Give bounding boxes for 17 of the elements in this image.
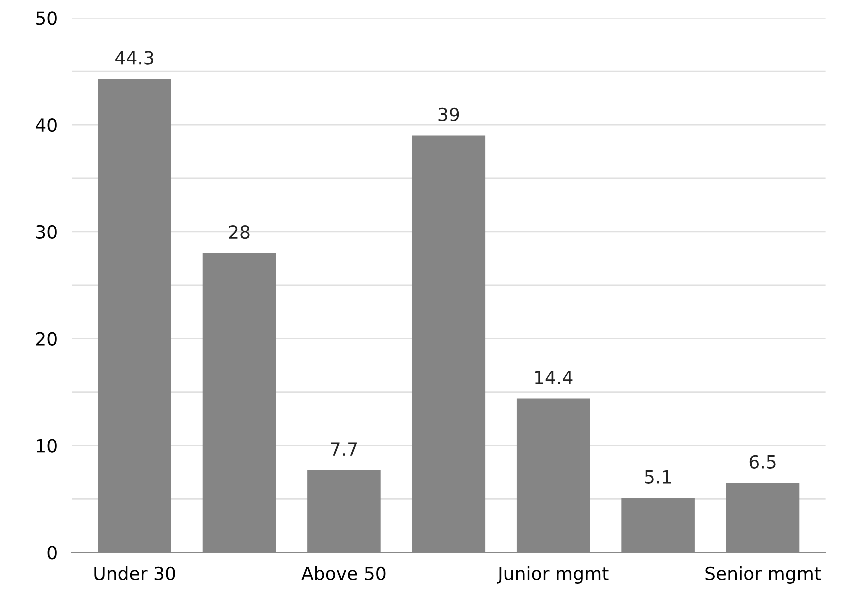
- x-tick-label: Junior mgmt: [497, 566, 609, 584]
- y-tick-label: 50: [36, 12, 57, 26]
- data-label: 44.3: [116, 51, 154, 65]
- data-label: 39: [438, 108, 460, 122]
- y-tick-label: 20: [36, 332, 57, 346]
- data-label: 28: [229, 225, 250, 240]
- y-tick-label: 10: [37, 439, 57, 453]
- y-tick-label: 30: [36, 225, 57, 240]
- x-tick-label: Under 30: [94, 566, 176, 581]
- data-label: 5.1: [645, 470, 671, 484]
- data-label: 14.4: [535, 371, 573, 384]
- data-label: 7.7: [331, 442, 358, 456]
- x-tick-label: Above 50: [302, 566, 386, 581]
- y-tick-label: 40: [36, 118, 57, 132]
- x-tick-label: Senior mgmt: [706, 566, 822, 584]
- y-tick-label: 0: [48, 546, 57, 560]
- data-label: 6.5: [750, 455, 776, 469]
